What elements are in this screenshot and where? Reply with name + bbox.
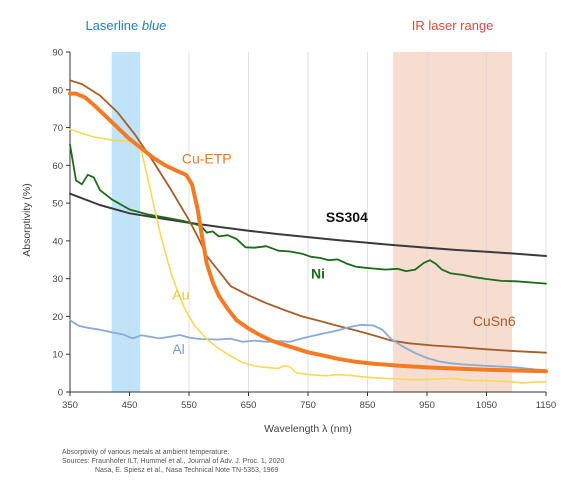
- x-tick-label-450: 450: [122, 400, 138, 411]
- x-tick-label-350: 350: [62, 400, 78, 411]
- y-tick-label-20: 20: [52, 312, 63, 323]
- y-tick-label-90: 90: [52, 48, 63, 59]
- band-title-1-text: IR laser range: [412, 18, 494, 33]
- band-title-1: IR laser range: [412, 18, 494, 33]
- series-line-cusn6: [69, 79, 547, 354]
- y-tick-label-50: 50: [52, 199, 63, 210]
- x-tick-label-1150: 1150: [536, 400, 556, 411]
- x-tick-label-850: 850: [360, 400, 376, 411]
- series-label-au: Au: [172, 286, 189, 302]
- x-tick-label-750: 750: [300, 400, 316, 411]
- series-label-al: Al: [172, 341, 184, 357]
- y-tick-label-60: 60: [52, 161, 63, 172]
- series-label-cusn6: CuSn6: [473, 313, 516, 329]
- x-tick-label-1050: 1050: [476, 400, 497, 411]
- caption-description: Absorptivity of various metals at ambien…: [62, 449, 230, 456]
- data-series: [68, 79, 548, 384]
- series-label-ss304: SS304: [326, 209, 368, 225]
- series-line-cu-etp: [68, 91, 548, 374]
- band-0: [111, 52, 141, 392]
- axes: 350 450 550 650 750 850 950 1050 1150 0 10 20 30 40 50…: [52, 48, 556, 412]
- caption-sources: Sources: Fraunhofer ILT, Hummel et al., …: [62, 458, 285, 465]
- y-tick-label-70: 70: [52, 123, 63, 134]
- y-tick-label-10: 10: [52, 350, 63, 361]
- series-label-ni: Ni: [311, 266, 325, 282]
- band-1: [393, 52, 513, 392]
- y-tick-label-30: 30: [52, 274, 63, 285]
- x-tick-label-650: 650: [241, 400, 257, 411]
- band-title-0-text: Laserline: [85, 18, 141, 33]
- y-tick-label-80: 80: [52, 85, 63, 96]
- y-tick-label-40: 40: [52, 236, 63, 247]
- x-tick-label-950: 950: [419, 400, 435, 411]
- series-line-ss304: [69, 192, 547, 257]
- band-title-0: Laserline blue: [85, 18, 166, 33]
- highlight-bands: Laserline blue IR laser range: [85, 18, 513, 392]
- x-axis-title: Wavelength λ (nm): [264, 423, 352, 435]
- y-tick-label-0: 0: [58, 388, 63, 399]
- caption-sources-continued: Nasa, E. Spiesz et al., Nasa Technical N…: [95, 467, 279, 474]
- band-title-0-italic: blue: [142, 18, 167, 33]
- y-axis-title: Absorptivity (%): [21, 183, 33, 257]
- series-labels: SS304 Ni CuSn6 Al Au Cu-ETP: [172, 150, 515, 357]
- series-label-cu-etp: Cu-ETP: [182, 150, 232, 166]
- series-line-ni: [69, 143, 547, 285]
- x-tick-label-550: 550: [181, 400, 197, 411]
